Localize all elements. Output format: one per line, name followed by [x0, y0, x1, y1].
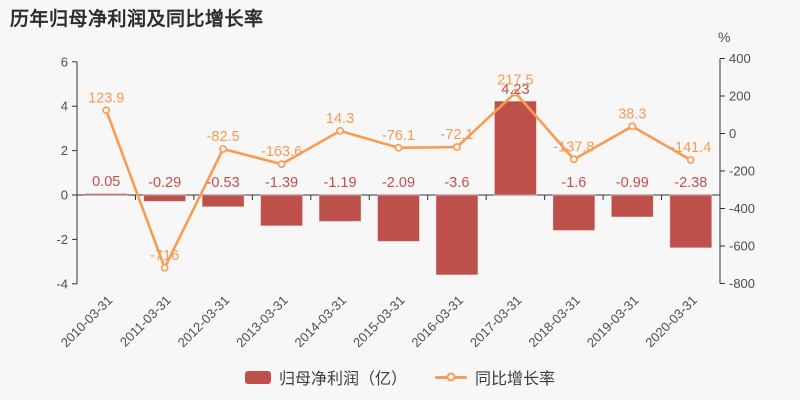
- point-2020-03-31[interactable]: [686, 156, 695, 164]
- right-y-axis-tick-label: 200: [729, 89, 751, 104]
- legend: 归母净利润（亿） 同比增长率: [0, 365, 800, 389]
- bar-2020-03-31[interactable]: [669, 194, 713, 249]
- left-y-axis-tick-label: 6: [61, 54, 68, 69]
- bar-2017-03-31[interactable]: [493, 100, 537, 196]
- x-axis-label: 2020-03-31: [642, 293, 700, 351]
- bar-value-label: -2.09: [382, 175, 415, 191]
- right-y-axis-tick-label: -600: [729, 239, 755, 254]
- line-value-label: -76.1: [382, 128, 415, 144]
- x-axis-label: 2014-03-31: [292, 293, 350, 351]
- bar-value-label: -2.38: [674, 175, 707, 191]
- point-2017-03-31[interactable]: [511, 88, 520, 97]
- x-axis-label: 2015-03-31: [350, 293, 408, 351]
- bar-value-label: -1.19: [324, 175, 357, 191]
- right-y-axis-tick-label: 0: [729, 126, 736, 141]
- bar-value-label: -0.99: [616, 175, 649, 191]
- line-value-label: 217.5: [497, 73, 533, 89]
- bar-value-label: -3.6: [444, 175, 469, 191]
- point-2014-03-31[interactable]: [336, 126, 344, 135]
- bar-2014-03-31[interactable]: [318, 194, 362, 222]
- left-y-axis-tick-label: 0: [61, 188, 68, 203]
- legend-item-growth-rate[interactable]: 同比增长率: [435, 365, 555, 389]
- x-axis-label: 2017-03-31: [467, 293, 525, 351]
- right-y-axis-tick-label: -800: [729, 276, 755, 291]
- left-y-axis-tick-label: 2: [61, 143, 68, 158]
- left-y-axis-tick-label: -4: [56, 276, 68, 291]
- bar-value-label: -0.29: [148, 175, 181, 191]
- point-2016-03-31[interactable]: [453, 143, 461, 151]
- line-value-label: -137.8: [553, 139, 594, 155]
- x-axis-label: 2019-03-31: [584, 293, 642, 351]
- x-axis-label: 2016-03-31: [408, 293, 466, 351]
- point-2012-03-31[interactable]: [219, 145, 228, 153]
- x-axis-label: 2010-03-31: [58, 293, 116, 351]
- x-axis-label: 2018-03-31: [525, 293, 583, 351]
- point-2018-03-31[interactable]: [569, 155, 578, 164]
- bar-value-label: -1.6: [561, 175, 586, 191]
- line-value-label: 123.9: [88, 90, 124, 106]
- line-value-label: -82.5: [207, 129, 240, 145]
- x-axis-label: 2011-03-31: [117, 293, 174, 350]
- bar-2015-03-31[interactable]: [377, 194, 420, 242]
- right-y-axis-tick-label: -400: [729, 201, 755, 216]
- legend-label-growth-rate: 同比增长率: [475, 371, 556, 388]
- line-value-label: -716: [150, 248, 179, 264]
- bar-2013-03-31[interactable]: [260, 194, 304, 227]
- bar-2012-03-31[interactable]: [201, 194, 245, 208]
- bar-2016-03-31[interactable]: [435, 194, 479, 276]
- bar-value-label: 4.23: [501, 82, 529, 98]
- bar-value-label: 0.05: [92, 174, 120, 190]
- legend-label-net-profit: 归母净利润（亿）: [278, 371, 407, 388]
- bar-2019-03-31[interactable]: [610, 194, 654, 218]
- x-axis-label: 2013-03-31: [233, 293, 291, 351]
- line-value-label: 14.3: [326, 111, 354, 127]
- line-marker-icon: [446, 372, 456, 382]
- bar-2010-03-31[interactable]: [84, 193, 128, 196]
- point-2011-03-31[interactable]: [160, 263, 169, 272]
- bar-value-label: -1.39: [265, 175, 298, 191]
- bar-value-label: -0.53: [207, 175, 240, 191]
- line-value-label: 38.3: [618, 106, 646, 122]
- bar-2018-03-31[interactable]: [552, 194, 596, 232]
- left-y-axis-tick-label: 4: [61, 99, 68, 114]
- line-series-swatch-icon: [435, 372, 467, 382]
- left-y-axis-tick-label: -2: [56, 232, 68, 247]
- right-y-axis-tick-label: 400: [729, 51, 751, 66]
- point-2019-03-31[interactable]: [628, 122, 637, 131]
- point-2013-03-31[interactable]: [277, 160, 286, 169]
- chart-title: 历年归母净利润及同比增长率: [10, 9, 264, 30]
- point-2015-03-31[interactable]: [394, 143, 403, 152]
- point-2010-03-31[interactable]: [102, 106, 111, 115]
- right-y-axis-tick-label: -200: [729, 164, 755, 179]
- right-y-axis-unit-label: %: [718, 29, 730, 45]
- legend-item-net-profit[interactable]: 归母净利润（亿）: [244, 365, 407, 389]
- x-axis-label: 2012-03-31: [175, 293, 233, 351]
- line-value-label: -72.1: [440, 127, 473, 143]
- line-value-label: -163.6: [261, 144, 302, 160]
- bar-series-swatch-icon: [244, 370, 271, 384]
- line-value-label: -141.4: [670, 140, 711, 156]
- bar-2011-03-31[interactable]: [143, 194, 187, 202]
